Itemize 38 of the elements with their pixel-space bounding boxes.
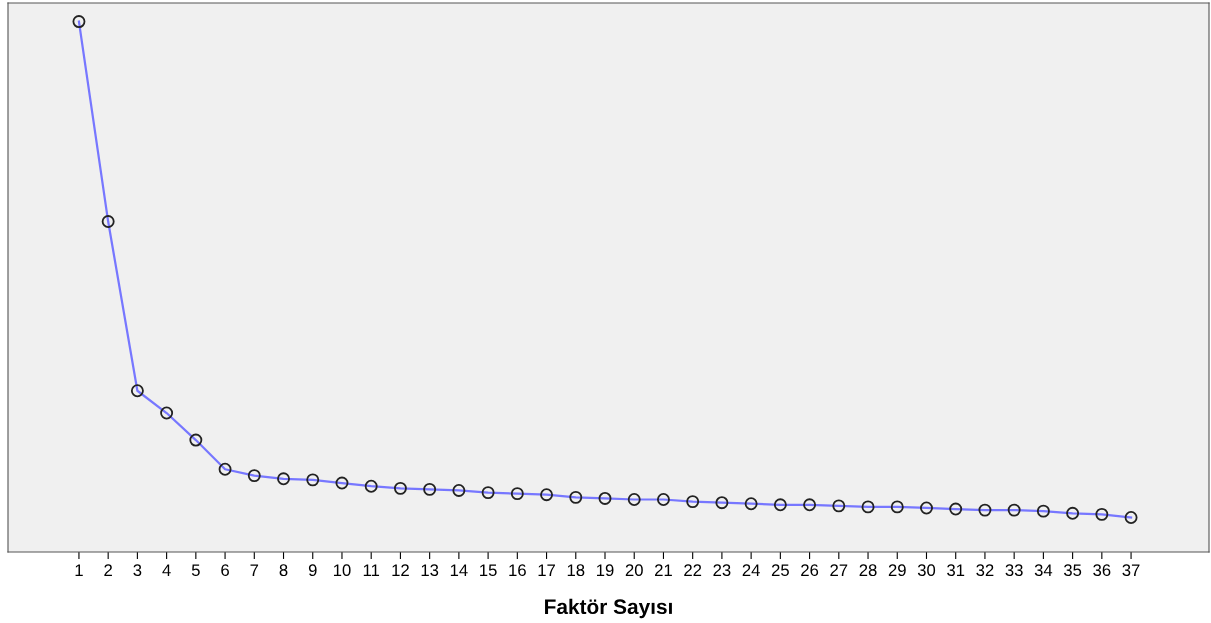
x-tick-label: 23 <box>713 564 731 577</box>
x-tick-label: 33 <box>1005 564 1023 577</box>
x-tick-label: 2 <box>104 564 112 576</box>
x-tick-label: 11 <box>363 564 380 576</box>
x-tick-label: 27 <box>830 564 848 576</box>
x-tick-label: 21 <box>655 564 672 576</box>
x-tick-label: 17 <box>538 564 555 576</box>
x-tick-label: 5 <box>191 564 200 577</box>
x-tick-label: 16 <box>509 564 526 577</box>
x-tick-label: 10 <box>333 564 351 577</box>
x-tick-label: 7 <box>250 564 259 576</box>
x-tick-label: 34 <box>1034 564 1053 577</box>
x-tick-label: 8 <box>279 564 288 577</box>
x-tick-label: 9 <box>308 564 317 577</box>
x-tick-label: 30 <box>917 564 936 577</box>
x-tick-label: 6 <box>221 564 229 577</box>
x-tick-label: 4 <box>162 564 171 576</box>
x-tick-label: 13 <box>421 564 439 577</box>
x-tick-label: 19 <box>597 564 614 577</box>
x-tick-label: 26 <box>801 564 819 577</box>
x-tick-label: 14 <box>450 564 468 576</box>
x-tick-label: 25 <box>771 564 789 577</box>
x-tick-label: 35 <box>1063 564 1082 577</box>
x-tick-label: 28 <box>859 564 877 577</box>
x-tick-label: 3 <box>133 564 142 577</box>
x-tick-label: 32 <box>976 564 994 577</box>
x-tick-label: 12 <box>392 564 409 576</box>
x-tick-label: 31 <box>947 564 965 577</box>
x-tick-label: 1 <box>75 564 83 576</box>
x-tick-label: 15 <box>480 564 497 577</box>
x-tick-label: 22 <box>684 564 702 576</box>
x-tick-label: 29 <box>888 564 906 577</box>
x-axis-title: Faktör Sayısı <box>545 598 672 619</box>
x-tick-label: 37 <box>1122 564 1140 577</box>
x-tick-label: 24 <box>742 564 760 576</box>
x-tick-label: 18 <box>567 564 585 577</box>
x-tick-label: 36 <box>1093 564 1111 577</box>
x-tick-label: 20 <box>625 564 643 577</box>
